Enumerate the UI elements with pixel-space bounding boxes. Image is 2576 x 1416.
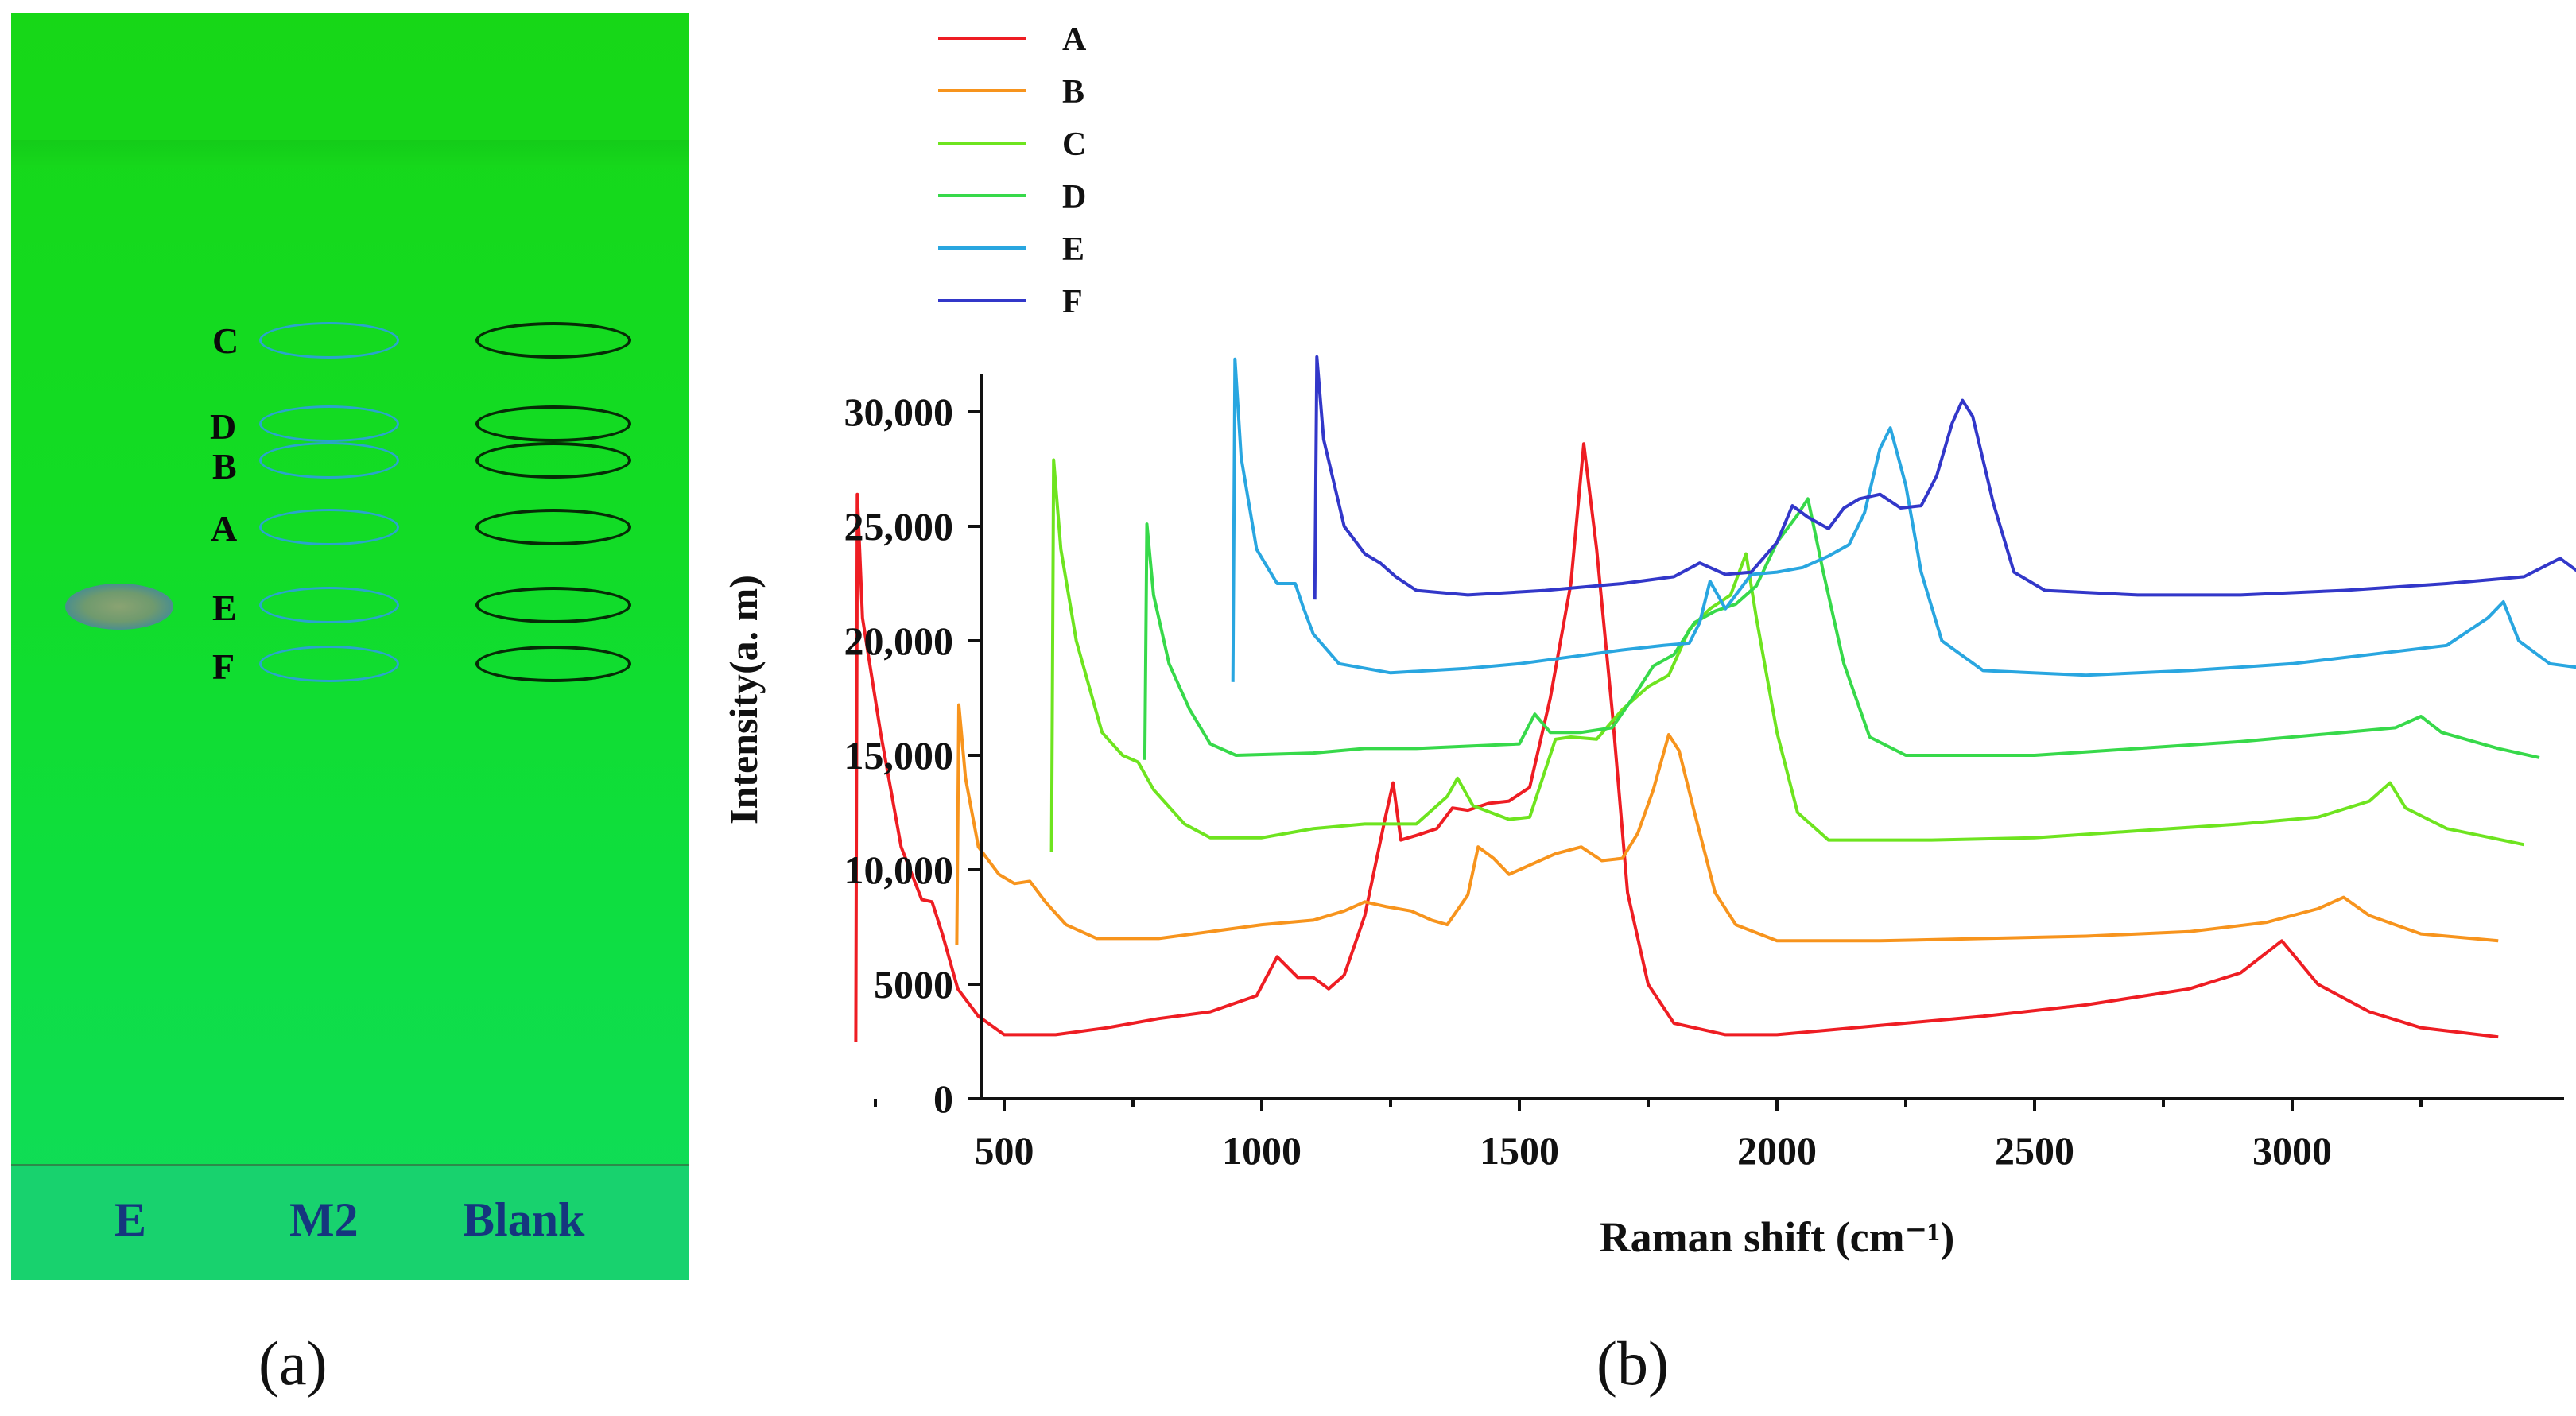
legend-label-e: E — [1062, 231, 1084, 268]
x-tick-label: 2000 — [1737, 1128, 1817, 1173]
blank-spot-c — [475, 322, 631, 359]
legend-label-f: F — [1062, 284, 1083, 320]
y-tick-label: 15,000 — [844, 733, 954, 778]
spot-label-b: B — [212, 446, 237, 487]
tlc-plate: C D B A E F E M2 Blank — [11, 13, 689, 1280]
y-ticks: 0 5000 10,000 15,000 20,000 25,000 30,000 — [844, 390, 982, 1121]
blank-spot-f — [475, 646, 631, 682]
reference-e-spot — [65, 584, 173, 630]
x-ticks: 500 1000 1500 2000 2500 3000 — [874, 1099, 2423, 1173]
x-tick-label: 2500 — [1995, 1128, 2074, 1173]
m2-spot-d — [259, 405, 399, 442]
base-strip — [11, 1166, 689, 1280]
solvent-front — [11, 140, 689, 169]
spot-label-e: E — [212, 588, 237, 628]
spot-label-d: D — [210, 406, 237, 447]
m2-spot-f — [259, 646, 399, 682]
lane-label-blank: Blank — [463, 1193, 585, 1246]
m2-spot-b — [259, 442, 399, 479]
x-tick-label: 500 — [975, 1128, 1034, 1173]
lane-label-e: E — [114, 1193, 147, 1246]
legend-label-c: C — [1062, 126, 1086, 163]
legend-label-a: A — [1062, 21, 1087, 58]
m2-spot-c — [259, 322, 399, 359]
m2-spot-a — [259, 509, 399, 545]
axes — [980, 374, 2564, 1100]
spot-label-a: A — [211, 508, 238, 549]
blank-spot-e — [475, 587, 631, 623]
spot-label-c: C — [212, 320, 239, 361]
y-tick-label: 10,000 — [844, 848, 954, 892]
y-tick-label: 5000 — [874, 962, 953, 1007]
y-axis-label: Intensity(a. m) — [721, 575, 766, 824]
legend-label-d: D — [1062, 179, 1086, 215]
x-axis-label: Raman shift (cm⁻¹) — [1600, 1213, 1955, 1261]
x-tick-label: 1000 — [1222, 1128, 1302, 1173]
panel-label-a: (a) — [258, 1329, 328, 1398]
y-tick-label: 0 — [933, 1077, 953, 1121]
series-line-f — [1313, 355, 2576, 600]
spot-label-f: F — [212, 646, 235, 687]
series-line-d — [1143, 497, 2540, 760]
series-line-b — [955, 703, 2499, 946]
series-line-c — [1049, 458, 2525, 852]
x-tick-label: 3000 — [2252, 1128, 2332, 1173]
legend-label-b: B — [1062, 74, 1084, 111]
blank-spot-d — [475, 405, 631, 442]
y-tick-label: 30,000 — [844, 390, 954, 434]
blank-spot-a — [475, 509, 631, 545]
y-tick-label: 20,000 — [844, 619, 954, 663]
series-layer — [854, 355, 2576, 1042]
m2-spot-e — [259, 587, 399, 623]
y-tick-label: 25,000 — [844, 504, 954, 549]
series-line-a — [854, 442, 2499, 1042]
panel-label-b: (b) — [1596, 1329, 1669, 1398]
series-line-e — [1231, 357, 2576, 682]
blank-spot-b — [475, 442, 631, 479]
lane-label-m2: M2 — [289, 1193, 359, 1246]
x-tick-label: 1500 — [1480, 1128, 1559, 1173]
